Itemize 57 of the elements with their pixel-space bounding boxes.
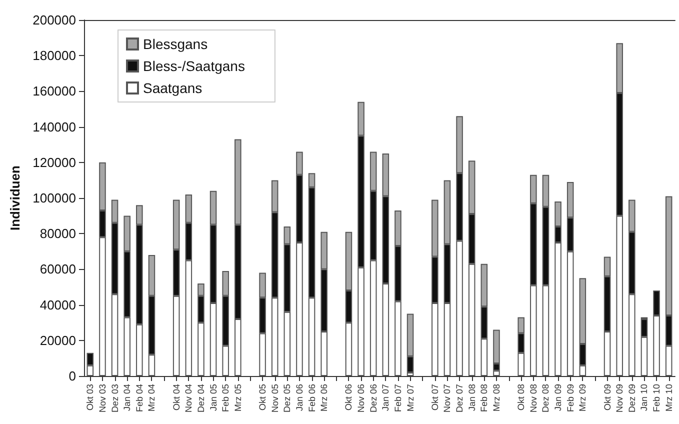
y-tick-label: 100000 (32, 190, 76, 206)
x-tick-label: Feb 05 (220, 384, 231, 412)
x-tick-label: Mrz 10 (664, 384, 674, 412)
x-tick-label: Okt 07 (430, 384, 440, 411)
y-tick-label: 40000 (40, 297, 76, 312)
x-tick-label: Dez 09 (626, 384, 637, 413)
x-tick-label: Dez 06 (368, 384, 378, 413)
x-tick-label: Okt 06 (344, 384, 354, 411)
y-tick-label: 120000 (32, 154, 76, 170)
x-tick-label: Mrz 04 (146, 384, 157, 412)
x-tick-label: Mrz 07 (405, 384, 416, 412)
x-tick-label: Nov 09 (614, 384, 625, 413)
x-tick-label: Jan 05 (208, 384, 218, 412)
x-tick-label: Okt 05 (258, 384, 268, 411)
y-tick-label: 160000 (32, 84, 76, 99)
legend-label: Bless-/Saatgans (143, 58, 245, 74)
x-tick-label: Nov 08 (528, 384, 538, 413)
legend-label: Saatgans (143, 80, 202, 96)
x-tick-label: Jan 08 (466, 384, 477, 412)
x-tick-label: Feb 09 (565, 384, 576, 412)
x-tick-label: Dez 03 (110, 384, 120, 413)
x-tick-label: Okt 03 (85, 384, 96, 411)
x-tick-label: Mrz 09 (578, 384, 588, 412)
y-tick-label: 80000 (40, 226, 76, 242)
y-axis-title: Individuen (8, 165, 23, 230)
x-tick-label: Feb 08 (479, 384, 490, 412)
x-tick-label: Nov 07 (442, 384, 452, 413)
x-tick-label: Feb 07 (392, 384, 403, 412)
x-tick-label: Jan 06 (294, 384, 304, 412)
y-tick-label: 140000 (32, 119, 76, 134)
x-tick-label: Feb 10 (652, 384, 662, 412)
x-tick-label: Jan 10 (639, 384, 650, 412)
y-tick-label: 180000 (32, 48, 76, 64)
x-tick-label: Dez 04 (196, 384, 206, 413)
x-tick-label: Nov 06 (356, 384, 366, 413)
x-tick-label: Nov 04 (184, 384, 194, 413)
x-tick-label: Dez 05 (282, 384, 292, 413)
x-tick-label: Feb 04 (134, 384, 144, 412)
x-tick-label: Jan 07 (380, 384, 391, 412)
y-tick-label: 60000 (40, 262, 76, 277)
x-tick-label: Nov 03 (97, 384, 108, 413)
y-tick-label: 0 (68, 368, 76, 384)
x-tick-label: Okt 08 (516, 384, 526, 411)
x-tick-label: Nov 05 (270, 384, 280, 413)
x-tick-label: Feb 06 (306, 384, 317, 412)
x-tick-label: Okt 04 (171, 384, 182, 411)
x-tick-label: Jan 04 (122, 384, 132, 412)
x-tick-label: Mrz 08 (491, 384, 502, 412)
legend-label: Blessgans (143, 36, 208, 52)
x-tick-label: Mrz 05 (232, 384, 243, 412)
x-tick-label: Jan 09 (553, 384, 564, 412)
x-tick-label: Dez 08 (540, 384, 551, 413)
y-tick-label: 20000 (40, 332, 76, 348)
y-tick-label: 200000 (32, 12, 76, 28)
x-tick-label: Mrz 06 (319, 384, 330, 412)
x-tick-label: Okt 09 (602, 384, 612, 411)
x-tick-label: Dez 07 (454, 384, 465, 413)
